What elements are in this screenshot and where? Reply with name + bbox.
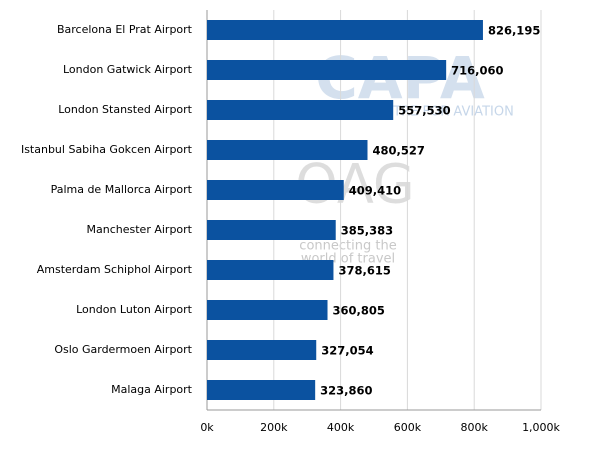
watermark: CENTRE FOR AVIATION: [366, 105, 514, 120]
bar: [207, 300, 328, 320]
watermark: connecting the: [299, 239, 396, 254]
value-label: 323,860: [320, 384, 372, 398]
bar: [207, 20, 483, 40]
y-tick-label: Oslo Gardermoen Airport: [54, 343, 192, 356]
x-tick-label: 600k: [394, 421, 422, 434]
y-tick-label: London Stansted Airport: [58, 103, 192, 116]
y-tick-label: London Luton Airport: [76, 303, 193, 316]
x-tick-label: 800k: [461, 421, 489, 434]
value-label: 378,615: [338, 264, 390, 278]
y-tick-label: London Gatwick Airport: [63, 63, 193, 76]
y-tick-label: Malaga Airport: [111, 383, 193, 396]
bar: [207, 260, 334, 280]
bar: [207, 380, 316, 400]
x-tick-label: 400k: [327, 421, 355, 434]
y-tick-label: Palma de Mallorca Airport: [51, 183, 193, 196]
bar: [207, 100, 394, 120]
bar: [207, 340, 317, 360]
y-tick-label: Amsterdam Schiphol Airport: [37, 263, 193, 276]
y-tick-label: Barcelona El Prat Airport: [57, 23, 193, 36]
y-tick-label: Istanbul Sabiha Gokcen Airport: [21, 143, 193, 156]
bar: [207, 180, 344, 200]
value-label: 480,527: [372, 144, 424, 158]
value-label: 360,805: [333, 304, 385, 318]
value-label: 557,530: [398, 104, 450, 118]
value-label: 826,195: [488, 24, 540, 38]
value-label: 327,054: [321, 344, 373, 358]
bar: [207, 140, 368, 160]
x-tick-label: 1,000k: [522, 421, 560, 434]
x-tick-label: 0k: [200, 421, 214, 434]
value-label: 716,060: [451, 64, 503, 78]
x-tick-label: 200k: [260, 421, 288, 434]
bar: [207, 60, 447, 80]
y-tick-label: Manchester Airport: [87, 223, 193, 236]
value-label: 409,410: [349, 184, 401, 198]
bar: [207, 220, 336, 240]
value-label: 385,383: [341, 224, 393, 238]
